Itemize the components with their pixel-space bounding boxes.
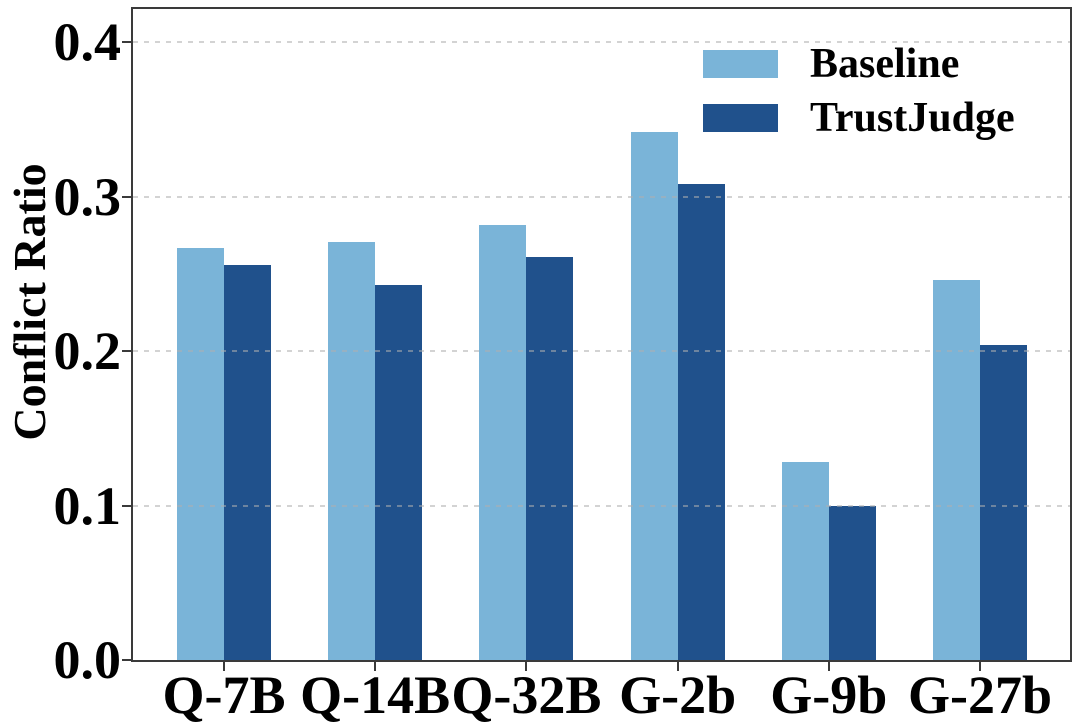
y-tick-mark [122,350,131,353]
x-tick-label-q-32b: Q-32B [451,665,602,724]
legend: Baseline TrustJudge [703,37,1015,145]
legend-label-baseline: Baseline [810,41,960,87]
bar-trustjudge-q-32b [526,257,574,660]
legend-swatch-baseline [703,50,778,78]
bar-trustjudge-q-7b [224,264,271,660]
y-tick-label-0.1: 0.1 [53,475,122,536]
x-tick-mark [374,662,377,671]
gridline-y-0.4 [133,41,1070,44]
x-tick-label-g-27b: G-27b [907,665,1053,724]
plot-area: Baseline TrustJudge [131,7,1072,662]
bar-baseline-q-7b [177,247,224,660]
y-tick-mark [122,504,131,507]
legend-swatch-trustjudge [703,104,778,132]
gridline-y-0.1 [133,504,1070,507]
y-tick-mark [122,41,131,44]
x-tick-mark [676,662,679,671]
x-tick-label-q-14b: Q-14B [300,665,451,724]
bar-trustjudge-g-9b [828,505,876,660]
x-tick-label-g-2b: G-2b [619,665,737,724]
bar-baseline-q-32b [479,224,527,660]
bar-baseline-g-9b [781,462,829,660]
bar-baseline-g-27b [933,280,980,660]
gridline-y-0.3 [133,195,1070,198]
bar-trustjudge-g-27b [980,345,1027,660]
bar-trustjudge-q-14b [375,284,423,660]
y-tick-mark [122,195,131,198]
x-tick-mark [979,662,981,671]
legend-item-trustjudge: TrustJudge [703,91,1015,145]
legend-item-baseline: Baseline [703,37,1015,91]
gridline-y-0.2 [133,350,1070,353]
y-tick-label-0.2: 0.2 [53,321,122,382]
x-tick-label-q-7b: Q-7B [162,665,286,724]
y-tick-mark [122,659,131,661]
bar-baseline-q-14b [328,241,376,660]
bar-trustjudge-g-2b [677,184,725,660]
x-tick-label-g-9b: G-9b [770,665,888,724]
x-tick-mark [525,662,528,671]
legend-label-trustjudge: TrustJudge [810,95,1015,141]
bar-baseline-g-2b [630,131,678,660]
x-tick-mark [223,662,225,671]
x-tick-mark [827,662,830,671]
y-tick-label-0.0: 0.0 [53,630,122,690]
y-tick-label-0.3: 0.3 [53,166,122,227]
y-tick-label-0.4: 0.4 [53,12,122,73]
